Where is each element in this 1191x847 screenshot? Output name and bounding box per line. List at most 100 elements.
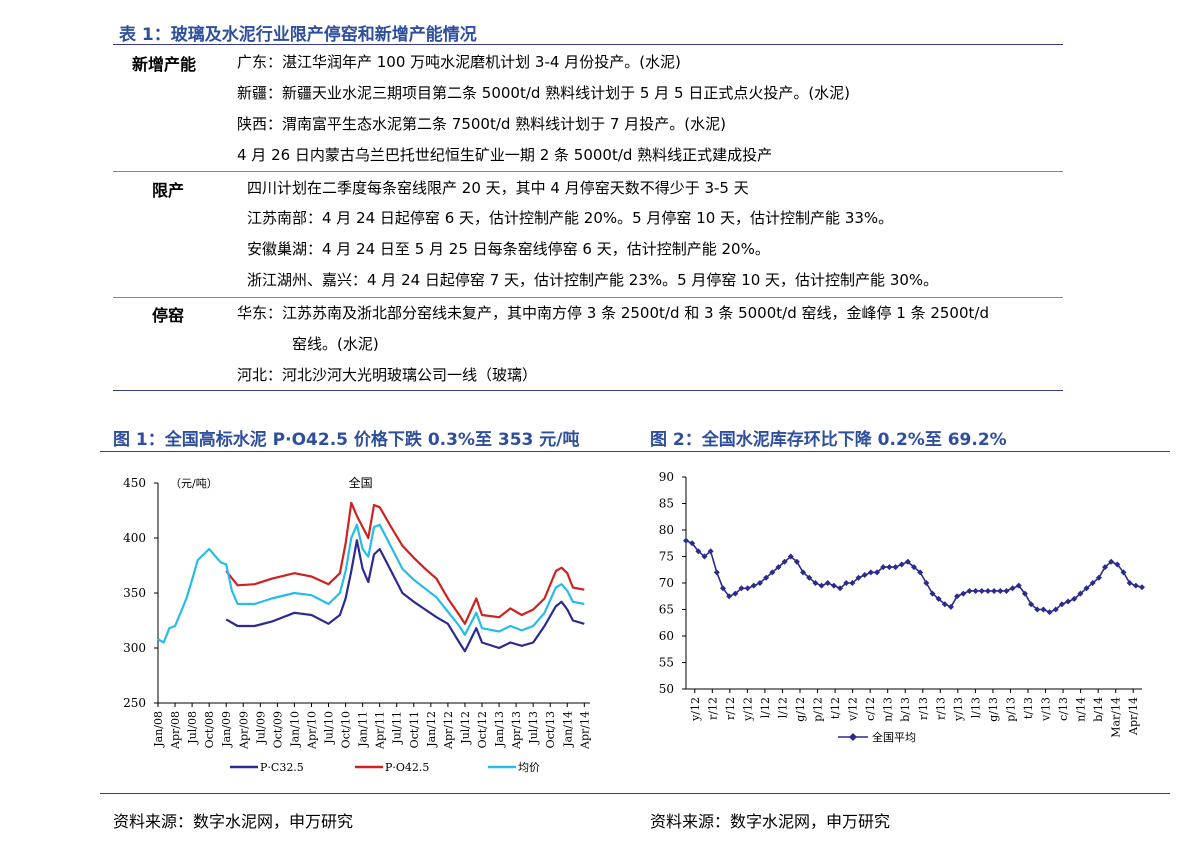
x-tick-label: Apr/10: [305, 711, 318, 750]
y-tick-label: 60: [659, 629, 674, 643]
data-point: [972, 587, 979, 594]
data-point: [775, 564, 782, 571]
data-point: [830, 582, 837, 589]
data-point: [1028, 601, 1035, 608]
data-point: [701, 553, 708, 560]
x-tick-label: t/12: [829, 697, 842, 719]
x-tick-label: b/14: [1092, 697, 1105, 722]
figure1-source: 资料来源：数字水泥网，申万研究: [113, 812, 354, 831]
x-tick-label: r/13: [934, 697, 947, 720]
y-tick-label: 85: [659, 497, 674, 511]
chart1: 250 300 350 400 450 Jan/08 Apr/08 Jul/08 Oct/08 J…: [123, 475, 591, 774]
data-point: [904, 558, 911, 565]
data-point: [855, 574, 862, 581]
x-tick-label: Apr/08: [169, 711, 182, 750]
x-tick-label: c/12: [864, 697, 877, 721]
x-tick-label: Jan/13: [493, 711, 506, 748]
table-line: 河北：河北沙河大光明玻璃公司一线（玻璃）: [237, 366, 538, 384]
data-point: [824, 580, 831, 586]
x-tick-label: Apr/11: [374, 711, 387, 750]
x-tick-label: Oct/11: [408, 711, 421, 748]
x-tick-label: Jan/12: [425, 711, 438, 748]
x-tick-label: Jul/09: [254, 711, 267, 745]
data-point: [1102, 564, 1109, 571]
x-tick-label: Jul/08: [186, 711, 199, 745]
data-point: [984, 587, 991, 594]
data-point: [683, 537, 689, 544]
x-tick-label: p/13: [1004, 697, 1017, 722]
table-line: 安徽巢湖：4 月 24 日至 5 月 25 日每条窑线停窑 6 天，估计控制产能…: [247, 240, 770, 258]
series-line: [225, 501, 585, 625]
data-point: [1040, 606, 1047, 613]
data-point: [917, 569, 924, 576]
data-point: [1058, 601, 1065, 608]
x-tick-label: Jan/09: [220, 711, 233, 748]
data-point: [935, 595, 942, 602]
annotation-label: 全国: [349, 475, 373, 490]
x-tick-label: v/12: [847, 697, 860, 722]
data-point: [800, 569, 807, 576]
series-line: [685, 539, 1143, 614]
data-point: [929, 590, 936, 597]
row-divider: [113, 171, 1063, 172]
table-line: 广东：湛江华润年产 100 万吨水泥磨机计划 3-4 月份投产。(水泥): [237, 53, 681, 71]
x-tick-label: Oct/09: [271, 711, 284, 748]
legend-label: 全国平均: [872, 730, 916, 744]
data-point: [874, 569, 881, 576]
x-tick-label: g/12: [794, 697, 807, 722]
data-point: [1095, 574, 1102, 581]
table-line: 陕西：渭南富平生态水泥第二条 7500t/d 熟料线计划于 7 月投产。(水泥): [237, 115, 726, 133]
x-tick-label: Apr/09: [237, 711, 250, 750]
x-tick-label: y/12: [689, 697, 702, 722]
y-tick-label: 50: [659, 682, 674, 696]
x-tick-label: Jan/10: [288, 711, 301, 748]
legend-label: 均价: [518, 761, 540, 774]
data-point: [781, 558, 788, 565]
data-point: [726, 593, 733, 600]
data-point: [744, 585, 751, 592]
data-point: [849, 580, 856, 586]
data-point: [1021, 590, 1028, 597]
data-point: [707, 548, 714, 555]
data-point: [1108, 558, 1115, 565]
x-tick-label: l/13: [969, 697, 982, 718]
y-tick-label: 55: [659, 656, 674, 670]
data-point: [787, 553, 794, 560]
x-tick-label: p/12: [812, 697, 825, 722]
data-point: [738, 585, 745, 592]
x-tick-label: Mar/14: [1110, 697, 1123, 738]
data-point: [1126, 580, 1133, 586]
data-point: [1065, 598, 1072, 605]
y-tick-label: 75: [659, 550, 674, 564]
data-point: [812, 580, 819, 586]
y-tick-label: 300: [123, 641, 146, 655]
data-point: [843, 580, 850, 586]
x-tick-label: Jul/12: [459, 711, 472, 745]
x-tick-label: y/12: [741, 697, 754, 722]
x-tick-label: n/14: [1075, 697, 1088, 722]
chart2: 50 55 60 65 70 75 80 85 90 y/12 r/12 r/12 y/12 l/12 l/…: [659, 470, 1145, 744]
data-point: [1077, 590, 1084, 597]
data-point: [689, 540, 696, 547]
x-tick-label: b/13: [899, 697, 912, 722]
data-point: [941, 601, 948, 608]
y-tick-label: 70: [659, 576, 674, 590]
x-tick-label: Jul/11: [391, 711, 404, 745]
y-tick-label: 80: [659, 523, 674, 537]
row-label-kiln-stop: 停窑: [152, 306, 185, 325]
data-point: [732, 590, 739, 597]
data-point: [763, 574, 770, 581]
source-rule: [100, 793, 1170, 794]
figure1-title: 图 1：全国高标水泥 P·O42.5 价格下跌 0.3%至 353 元/吨: [113, 430, 580, 450]
data-point: [806, 574, 813, 581]
data-point: [911, 564, 917, 571]
x-tick-label: Apr/12: [442, 711, 455, 750]
x-tick-label: Jan/08: [152, 711, 165, 748]
data-point: [1046, 609, 1053, 616]
x-tick-label: l/12: [759, 697, 772, 718]
data-point: [960, 590, 967, 597]
data-point: [1089, 580, 1096, 586]
x-tick-label: Apr/14: [578, 711, 591, 750]
x-tick-label: Jul/13: [527, 711, 540, 745]
x-tick-label: c/13: [1057, 697, 1070, 721]
